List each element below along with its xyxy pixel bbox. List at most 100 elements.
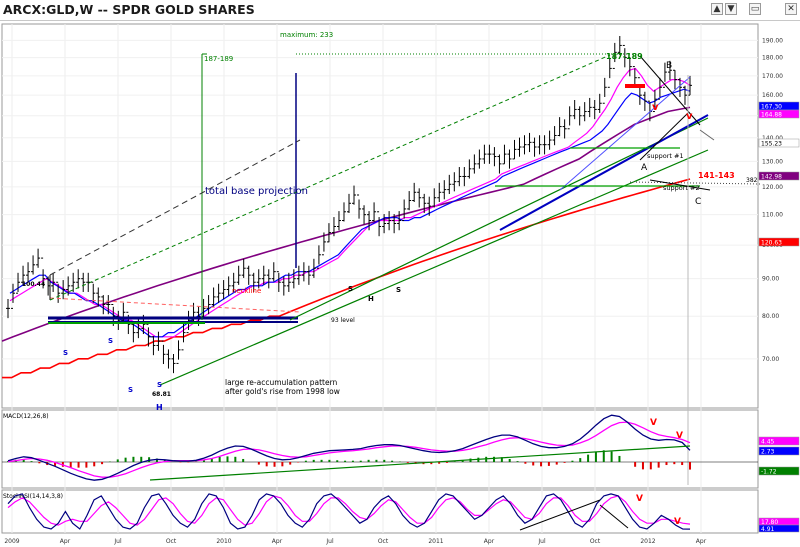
macd-histogram-bar (508, 458, 511, 462)
macd-histogram-bar (563, 462, 566, 463)
ma-magenta-line (9, 67, 691, 338)
macd-histogram-bar (367, 459, 370, 462)
annotation-382: 382 (746, 177, 758, 184)
stochrsi-v-2: V (674, 517, 681, 527)
hs-label: S (157, 381, 162, 389)
x-tick-label: Oct (590, 538, 601, 545)
macd-histogram-bar (641, 462, 644, 470)
price-label: 155.23 (761, 141, 782, 148)
price-label: 167.30 (761, 104, 782, 111)
macd-histogram-bar (689, 462, 691, 470)
annotation-C: C (695, 197, 701, 207)
macd-histogram-bar (673, 462, 676, 465)
macd-histogram-bar (289, 462, 292, 465)
x-tick-label: Jul (325, 538, 334, 545)
annotation-neckline: neckline (232, 287, 261, 295)
macd-histogram-bar (77, 462, 80, 468)
macd-histogram-bar (391, 460, 394, 462)
hs-label: S (396, 286, 401, 294)
macd-histogram-bar (148, 457, 151, 462)
x-tick-label: Apr (60, 538, 71, 545)
annotation-total-base-projection: total base projection (205, 186, 308, 197)
annotation-v-1: v (652, 102, 659, 113)
restore-icon[interactable]: ▭ (749, 3, 761, 15)
macd-value-label: 2.73 (761, 449, 775, 456)
stochrsi-panel-frame (1, 489, 759, 534)
price-label: 164.88 (761, 112, 782, 119)
chart-area[interactable]: 2009 Apr Jul Oct 2010 Apr Jul Oct 2011 Apr Jul Oct 2… (0, 20, 800, 547)
macd-histogram-bar (657, 462, 660, 468)
macd-histogram-bar (594, 451, 597, 462)
x-tick-label: Jul (537, 538, 546, 545)
price-label-box (758, 171, 800, 181)
annotation-after-1998: after gold's rise from 1998 low (225, 387, 340, 396)
macd-title: MACD(12,26,8) (3, 413, 49, 420)
macd-histogram-bar (124, 457, 127, 462)
annotation-93-level: 93 level (331, 317, 355, 324)
macd-v-1: V (650, 418, 657, 428)
macd-histogram-bar (312, 459, 315, 462)
macd-histogram-bar (85, 462, 88, 468)
annotation-141-143: 141-143 (698, 171, 735, 180)
x-tick-label: Jul (113, 538, 122, 545)
stochrsi-v-1: V (636, 494, 643, 504)
macd-histogram-bar (234, 456, 237, 462)
macd-histogram-bar (38, 462, 41, 464)
x-tick-label: Oct (166, 538, 177, 545)
chart-title: ARCX:GLD,W -- SPDR GOLD SHARES (3, 2, 255, 17)
green-uptrend-1 (159, 149, 709, 386)
hs-label: S (128, 386, 133, 394)
macd-histogram-bar (210, 458, 213, 462)
hs-label: S (108, 337, 113, 345)
y-tick-label: 180.00 (762, 55, 783, 62)
macd-histogram-bar (336, 460, 339, 462)
macd-histogram-bar (532, 462, 535, 466)
hs-label: H (156, 403, 163, 412)
macd-value-box (758, 466, 800, 476)
macd-histogram-bar (226, 456, 229, 462)
y-tick-label: 130.00 (762, 158, 783, 165)
macd-histogram-bar (649, 462, 652, 470)
macd-histogram-bar (69, 462, 72, 468)
macd-histogram-bar (257, 462, 260, 465)
y-tick-label: 90.00 (762, 276, 779, 283)
stochrsi-value-label: 17.80 (761, 519, 778, 526)
macd-histogram-bar (328, 459, 331, 462)
macd-histogram-bar (140, 456, 143, 462)
C-downtrend (649, 179, 711, 191)
B-downtrend (639, 55, 701, 126)
close-icon[interactable]: ✕ (785, 3, 797, 15)
macd-histogram-bar (547, 462, 550, 466)
stochrsi-trendline-2 (599, 504, 629, 529)
y-tick-label: 190.00 (762, 37, 783, 44)
x-tick-label: Apr (272, 538, 283, 545)
macd-histogram-bar (500, 457, 503, 462)
y-tick-label: 80.00 (762, 313, 779, 320)
macd-histogram-bar (571, 460, 574, 462)
macd-histogram-bar (155, 458, 158, 462)
x-tick-label: Apr (696, 538, 707, 545)
macd-histogram-bar (516, 461, 519, 462)
hs-label: S (63, 349, 68, 357)
blue-channel-lower (499, 114, 709, 231)
stochrsi-slow-line (7, 495, 691, 526)
macd-histogram-bar (587, 454, 590, 462)
macd-histogram-bar (242, 458, 245, 462)
x-tick-label: Apr (484, 538, 495, 545)
annotation-A: A (641, 163, 648, 173)
ma-blue-line (9, 88, 691, 338)
annotation-reaccumulation: large re-accumulation pattern (225, 378, 338, 387)
down-arrow-icon[interactable]: ▼ (725, 3, 737, 15)
macd-histogram-bar (132, 456, 135, 462)
macd-histogram-bar (634, 462, 637, 467)
macd-histogram-bar (273, 462, 276, 467)
x-tick-label: 2009 (4, 538, 19, 545)
macd-histogram-bar (555, 462, 558, 465)
stochrsi-value-box (758, 524, 800, 533)
annotation-B: B (666, 61, 672, 71)
macd-histogram-bar (681, 462, 684, 466)
up-arrow-icon[interactable]: ▲ (711, 3, 723, 15)
macd-value-label: 4.45 (761, 439, 775, 446)
macd-v-2: V (676, 431, 683, 441)
macd-histogram-bar (116, 459, 119, 462)
